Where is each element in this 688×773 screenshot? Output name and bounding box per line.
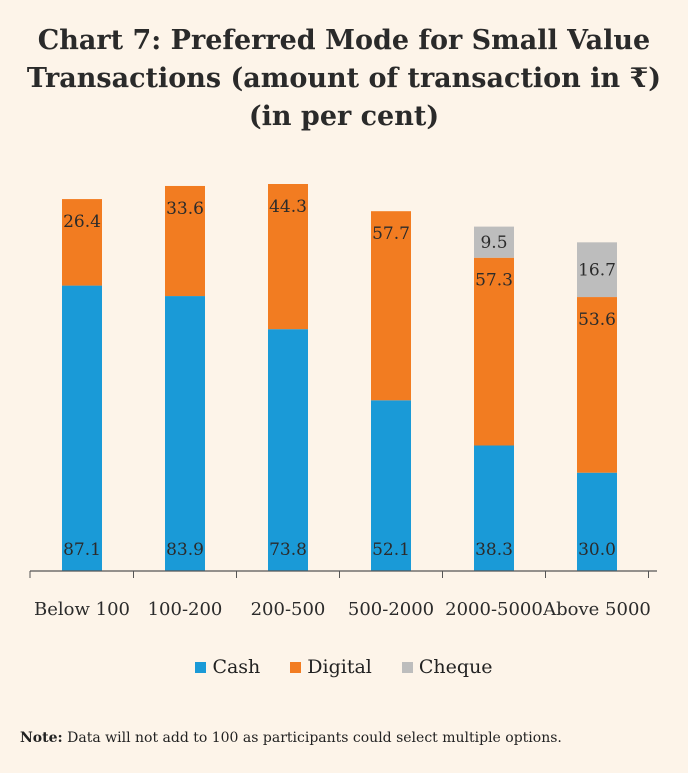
legend-label-cash: Cash [212, 656, 261, 678]
bar-cash-4 [371, 400, 411, 571]
x-tick-label-2: 100-200 [148, 599, 223, 620]
chart-title-line-2: Transactions (amount of transaction in ₹… [26, 63, 662, 94]
chart-title-line-1: Chart 7: Preferred Mode for Small Value [37, 25, 651, 56]
data-label-digital-5: 57.3 [475, 271, 513, 291]
data-label-cheque-5: 9.5 [480, 233, 507, 253]
data-label-cash-5: 38.3 [475, 540, 513, 560]
note-prefix: Note: [20, 730, 63, 746]
bar-cash-5 [474, 445, 514, 571]
data-label-cash-4: 52.1 [372, 540, 410, 560]
bar-cash-3 [268, 329, 308, 571]
x-tick-label-4: 500-2000 [348, 599, 434, 620]
bar-digital-1 [62, 199, 102, 286]
x-tick-label-5: 2000-5000 [445, 599, 543, 620]
legend-item-cheque: Cheque [401, 656, 493, 678]
data-label-digital-1: 26.4 [63, 212, 101, 232]
legend-item-cash: Cash [195, 656, 260, 678]
bar-digital-5 [474, 257, 514, 446]
chart-title: Chart 7: Preferred Mode for Small Value … [0, 22, 688, 136]
legend-swatch-cash [195, 661, 207, 673]
note-text: Data will not add to 100 as participants… [62, 730, 562, 746]
data-label-digital-2: 33.6 [166, 199, 204, 219]
bar-digital-2 [165, 185, 205, 297]
bar-cash-1 [62, 285, 102, 571]
x-tick-label-6: Above 5000 [542, 599, 651, 620]
bar-cheque-6 [577, 242, 617, 298]
legend-swatch-cheque [401, 661, 413, 673]
bar-digital-3 [268, 184, 308, 330]
bar-cash-6 [577, 472, 617, 571]
chart-title-line-3: (in per cent) [248, 101, 440, 132]
data-label-cash-1: 87.1 [63, 540, 101, 560]
data-label-cash-3: 73.8 [269, 540, 307, 560]
bar-digital-4 [371, 211, 411, 401]
x-tick-label-3: 200-500 [251, 599, 326, 620]
bar-digital-6 [577, 297, 617, 473]
bar-cheque-5 [474, 226, 514, 258]
data-label-digital-3: 44.3 [269, 197, 307, 217]
data-label-cheque-6: 16.7 [578, 261, 616, 281]
legend-label-cheque: Cheque [418, 656, 493, 678]
chart-legend: Cash Digital Cheque [0, 656, 688, 678]
legend-item-digital: Digital [290, 656, 372, 678]
data-label-digital-4: 57.7 [372, 224, 410, 244]
data-label-cash-2: 83.9 [166, 540, 204, 560]
legend-label-digital: Digital [307, 656, 372, 678]
data-label-digital-6: 53.6 [578, 310, 616, 330]
legend-swatch-digital [290, 661, 302, 673]
chart-note: Note: Data will not add to 100 as partic… [20, 730, 680, 746]
bar-cash-2 [165, 296, 205, 571]
data-label-cash-6: 30.0 [578, 540, 616, 560]
x-tick-label-1: Below 100 [34, 599, 130, 620]
